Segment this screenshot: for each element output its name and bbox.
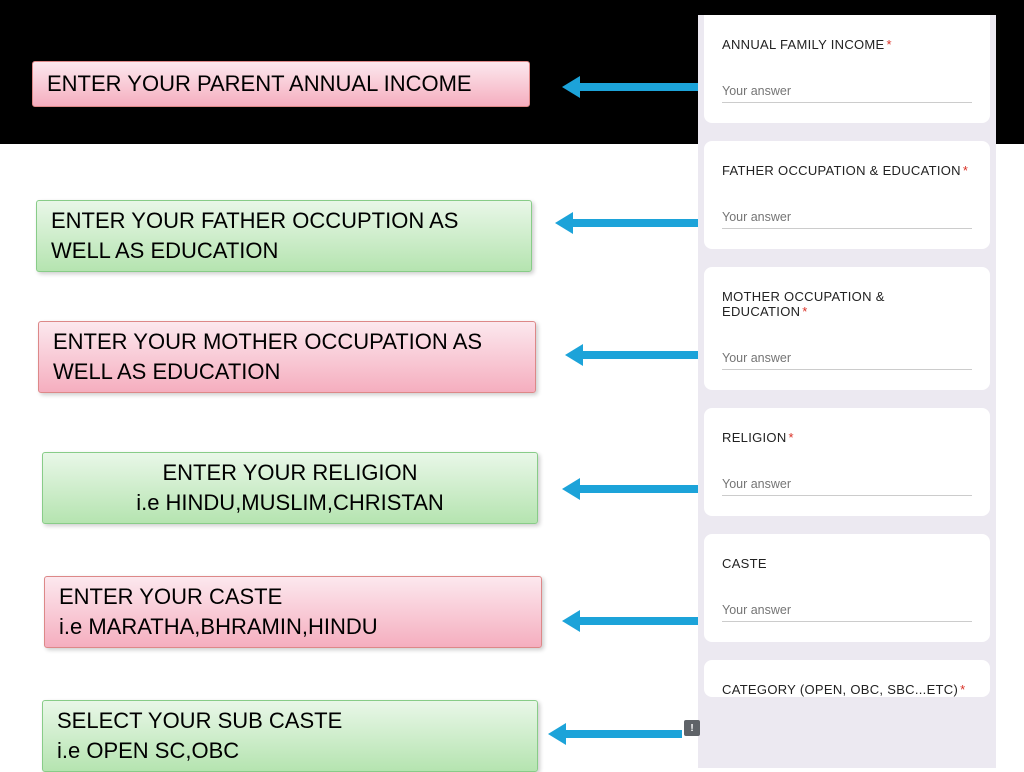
instruction-callout-0: ENTER YOUR PARENT ANNUAL INCOME: [32, 61, 530, 107]
instruction-callout-3: ENTER YOUR RELIGIONi.e HINDU,MUSLIM,CHRI…: [42, 452, 538, 524]
form-question-card-0: ANNUAL FAMILY INCOME*: [704, 15, 990, 123]
form-question-card-4: CASTE: [704, 534, 990, 642]
form-question-label: FATHER OCCUPATION & EDUCATION*: [722, 163, 972, 178]
callout-text: ENTER YOUR FATHER OCCUPTION AS WELL AS E…: [51, 206, 517, 265]
instruction-callout-5: SELECT YOUR SUB CASTEi.e OPEN SC,OBC: [42, 700, 538, 772]
pointer-arrow-1: [555, 219, 721, 227]
required-asterisk: *: [789, 430, 794, 445]
instruction-callout-4: ENTER YOUR CASTEi.e MARATHA,BHRAMIN,HIND…: [44, 576, 542, 648]
form-question-card-1: FATHER OCCUPATION & EDUCATION*: [704, 141, 990, 249]
required-asterisk: *: [802, 304, 807, 319]
form-panel: ANNUAL FAMILY INCOME* FATHER OCCUPATION &…: [698, 15, 996, 768]
form-question-label: RELIGION*: [722, 430, 972, 445]
instruction-callout-1: ENTER YOUR FATHER OCCUPTION AS WELL AS E…: [36, 200, 532, 272]
form-question-label: ANNUAL FAMILY INCOME*: [722, 37, 972, 52]
callout-text: ENTER YOUR PARENT ANNUAL INCOME: [47, 69, 515, 99]
form-answer-input-4[interactable]: [722, 599, 972, 622]
callout-text: i.e OPEN SC,OBC: [57, 736, 523, 766]
report-flag-icon[interactable]: !: [684, 720, 700, 736]
callout-text: SELECT YOUR SUB CASTE: [57, 706, 523, 736]
form-question-label: CASTE: [722, 556, 972, 571]
required-asterisk: *: [963, 163, 968, 178]
form-question-card-5: CATEGORY (OPEN, OBC, SBC...ETC)*: [704, 660, 990, 697]
form-question-label: MOTHER OCCUPATION & EDUCATION*: [722, 289, 972, 319]
form-question-label: CATEGORY (OPEN, OBC, SBC...ETC)*: [722, 682, 972, 697]
form-question-card-3: RELIGION*: [704, 408, 990, 516]
form-question-card-2: MOTHER OCCUPATION & EDUCATION*: [704, 267, 990, 390]
callout-text: i.e MARATHA,BHRAMIN,HINDU: [59, 612, 527, 642]
form-answer-input-1[interactable]: [722, 206, 972, 229]
callout-text: ENTER YOUR MOTHER OCCUPATION AS WELL AS …: [53, 327, 521, 386]
form-answer-input-0[interactable]: [722, 80, 972, 103]
callout-text: ENTER YOUR CASTE: [59, 582, 527, 612]
pointer-arrow-5: [548, 730, 682, 738]
form-answer-input-2[interactable]: [722, 347, 972, 370]
callout-text: i.e HINDU,MUSLIM,CHRISTAN: [57, 488, 523, 518]
form-answer-input-3[interactable]: [722, 473, 972, 496]
callout-text: ENTER YOUR RELIGION: [57, 458, 523, 488]
required-asterisk: *: [960, 682, 965, 697]
instruction-callout-2: ENTER YOUR MOTHER OCCUPATION AS WELL AS …: [38, 321, 536, 393]
required-asterisk: *: [887, 37, 892, 52]
